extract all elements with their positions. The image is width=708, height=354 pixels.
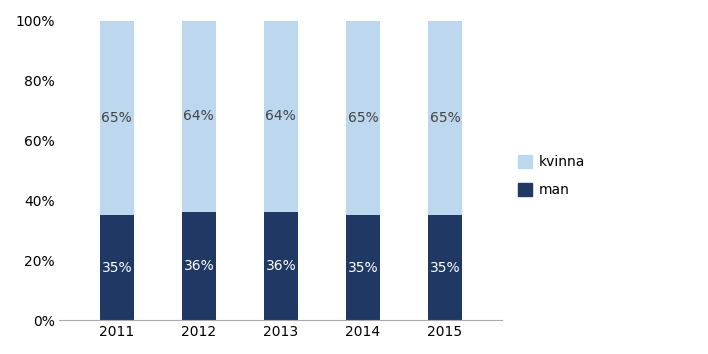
Bar	[100, 215, 134, 320]
Text: 65%: 65%	[101, 111, 132, 125]
Text: 64%: 64%	[266, 109, 296, 124]
Text: 35%: 35%	[348, 261, 378, 275]
Text: 35%: 35%	[101, 261, 132, 275]
Text: 65%: 65%	[348, 111, 378, 125]
Legend: kvinna, man: kvinna, man	[514, 151, 589, 201]
Text: 36%: 36%	[266, 259, 296, 273]
Bar	[263, 212, 298, 320]
Bar	[346, 215, 380, 320]
Bar	[181, 212, 216, 320]
Bar	[428, 21, 462, 215]
Text: 64%: 64%	[183, 109, 215, 124]
Bar	[263, 21, 298, 212]
Text: 35%: 35%	[430, 261, 460, 275]
Bar	[428, 215, 462, 320]
Bar	[181, 21, 216, 212]
Text: 65%: 65%	[430, 111, 460, 125]
Bar	[100, 21, 134, 215]
Bar	[346, 21, 380, 215]
Text: 36%: 36%	[183, 259, 215, 273]
